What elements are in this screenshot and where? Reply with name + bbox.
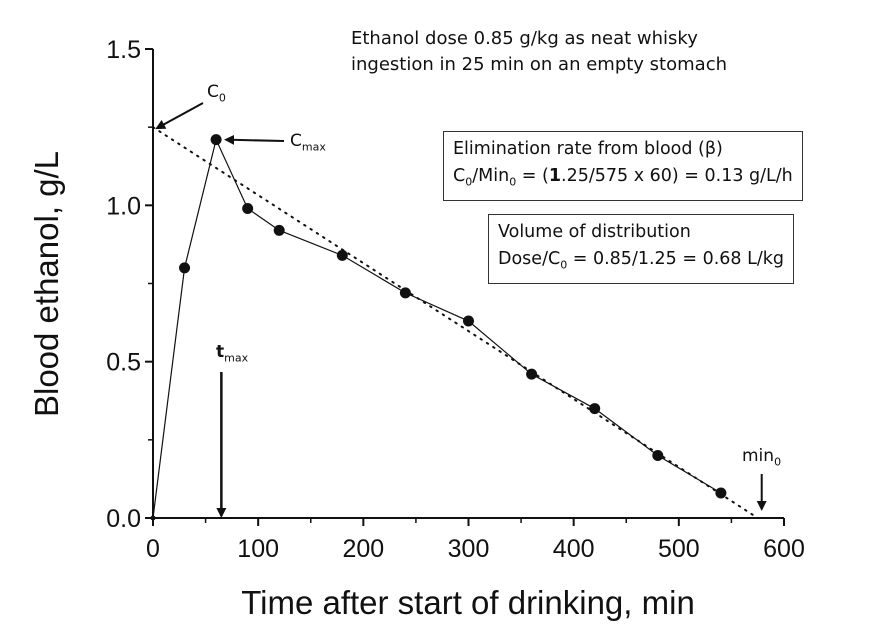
formula-c-sub: 0 [465, 175, 473, 189]
data-point [150, 515, 156, 521]
x-tick-label: 300 [448, 535, 490, 563]
annotation-arrows [155, 102, 767, 518]
data-point [399, 287, 411, 299]
formula-min-sub: 0 [509, 175, 517, 189]
y-tick-label: 0.5 [106, 349, 141, 377]
dist-dose: Dose/C [498, 249, 561, 269]
formula-c: C [453, 166, 466, 186]
cmax-sub: max [301, 140, 326, 154]
y-axis-label: Blood ethanol, g/L [28, 151, 65, 417]
data-point [589, 403, 601, 415]
series-line [152, 137, 722, 519]
y-tick-label: 0.0 [106, 505, 141, 533]
data-point [526, 368, 538, 380]
data-point [179, 262, 191, 274]
c0-sub: 0 [218, 91, 226, 105]
x-tick-label: 200 [342, 535, 384, 563]
series-group [150, 134, 727, 521]
elimination-rate-formula: C0/Min0 = (1.25/575 x 60) = 0.13 g/L/h [453, 163, 793, 196]
data-point [652, 449, 664, 461]
cmax-arrow [224, 134, 285, 145]
axes [152, 49, 784, 519]
dist-rest: = 0.85/1.25 = 0.68 L/kg [567, 249, 785, 269]
tmax-label: tmax [216, 342, 248, 364]
dist-sub: 0 [560, 258, 568, 272]
y-tick-label: 1.0 [106, 192, 141, 220]
tmax-sub: max [224, 351, 249, 365]
dose-note: Ethanol dose 0.85 g/kg as neat whisky in… [351, 26, 727, 78]
cmax-label: Cmax [290, 131, 326, 153]
x-tick-label: 100 [237, 535, 279, 563]
data-point [273, 224, 285, 236]
data-point [242, 202, 254, 214]
data-point [463, 315, 474, 327]
c0-arrow [155, 102, 204, 130]
data-point [715, 487, 727, 499]
formula-eq: = ( [516, 166, 549, 186]
x-axis-label: Time after start of drinking, min [241, 584, 695, 621]
dose-note-line-2: ingestion in 25 min on an empty stomach [351, 54, 727, 75]
distribution-volume-box: Volume of distribution Dose/C0 = 0.85/1.… [488, 214, 795, 284]
elimination-rate-box: Elimination rate from blood (β) C0/Min0 … [443, 131, 803, 201]
formula-rest: .25/575 x 60) = 0.13 g/L/h [561, 166, 793, 186]
elimination-rate-title: Elimination rate from blood (β) [453, 139, 723, 159]
formula-bold: 1 [548, 166, 561, 186]
cmax-main: C [290, 131, 302, 151]
x-tick-label: 0 [146, 535, 160, 563]
y-tick-label: 1.5 [106, 36, 141, 64]
tmax-main: t [216, 342, 225, 362]
min0-label: min0 [742, 446, 781, 468]
c0-main: C [207, 82, 219, 102]
distribution-volume-formula: Dose/C0 = 0.85/1.25 = 0.68 L/kg [498, 246, 784, 279]
x-tick-label: 600 [763, 535, 805, 563]
distribution-volume-title: Volume of distribution [498, 222, 691, 242]
formula-min: /Min [472, 166, 510, 186]
x-tick-label: 400 [553, 535, 595, 563]
dose-note-line-1: Ethanol dose 0.85 g/kg as neat whisky [351, 28, 698, 49]
c0-label: C0 [207, 82, 226, 104]
min0-sub: 0 [774, 455, 782, 469]
x-tick-label: 500 [658, 535, 700, 563]
min0-main: min [742, 446, 775, 466]
data-point [210, 134, 222, 146]
data-point [336, 249, 348, 261]
